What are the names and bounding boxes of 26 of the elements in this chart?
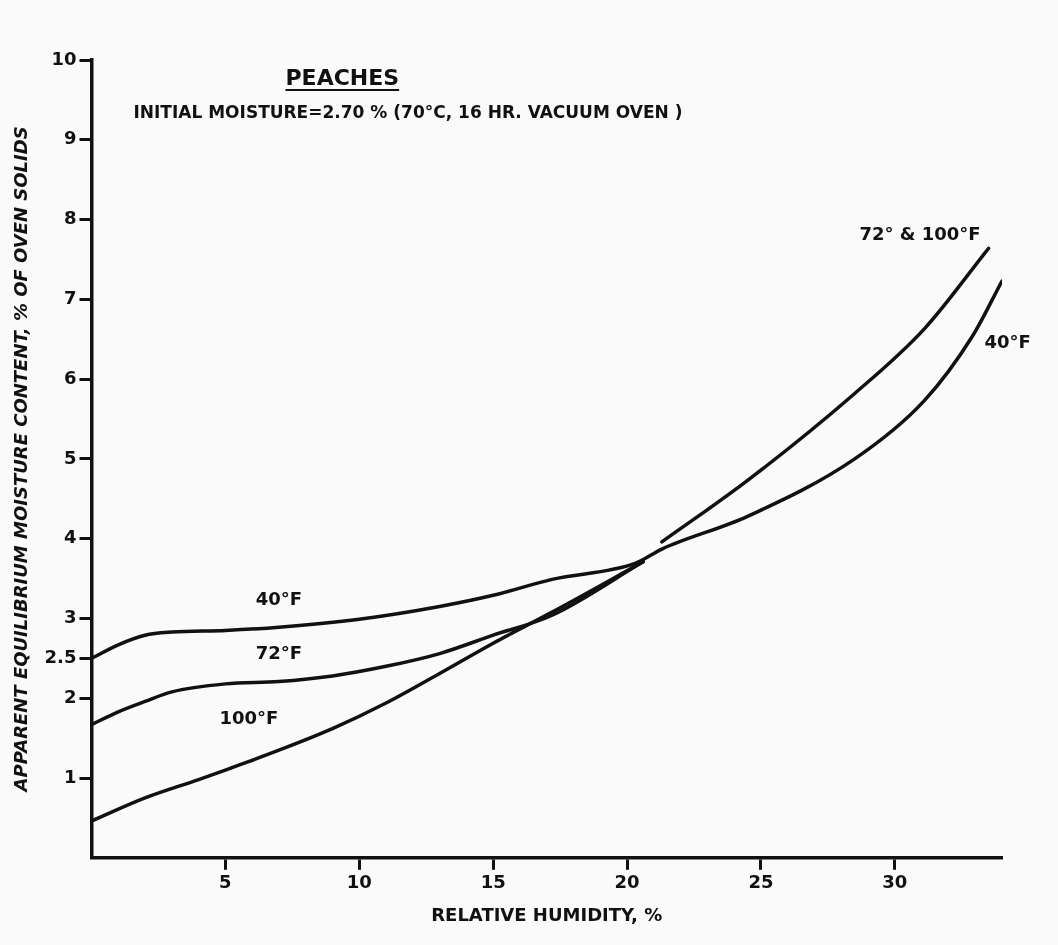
y-tick-label: 1 <box>63 765 77 787</box>
x-tick-label: 25 <box>748 871 774 893</box>
y-tick-label: 4 <box>63 526 77 548</box>
x-axis-title: RELATIVE HUMIDITY, % <box>431 903 663 925</box>
x-tick-label: 20 <box>614 871 640 893</box>
y-axis-title: APPARENT EQUILIBRIUM MOISTURE CONTENT, % OF OVEN SOLIDS <box>10 126 32 794</box>
text: 40°F <box>255 587 303 609</box>
y-tick-label: 5 <box>63 446 77 468</box>
y-tick-label: 8 <box>63 207 77 229</box>
x-tick-label: 10 <box>346 871 372 893</box>
y-tick-label: 9 <box>63 127 77 149</box>
x-tick-label: 15 <box>480 871 506 893</box>
y-tick-label: 3 <box>63 606 77 628</box>
y-tick-label: 10 <box>51 47 77 69</box>
y-tick-label: 7 <box>63 287 77 309</box>
x-tick-label: 30 <box>882 871 908 893</box>
y-tick-label: 2.5 <box>44 646 77 668</box>
y-tick-label: 6 <box>63 366 77 388</box>
y-tick-label: 2 <box>63 685 77 707</box>
series-label: 72°F <box>255 642 303 664</box>
series-label: 100°F <box>219 706 279 728</box>
text: INITIAL MOISTURE=2.70 % (70°C, 16 HR. VACUUM OVEN ) <box>133 102 683 122</box>
x-tick-label: 5 <box>219 871 232 893</box>
chart-title: PEACHES <box>285 64 400 92</box>
series-label: 40°F <box>984 330 1031 352</box>
series-label: 72° & 100°F <box>859 222 981 244</box>
